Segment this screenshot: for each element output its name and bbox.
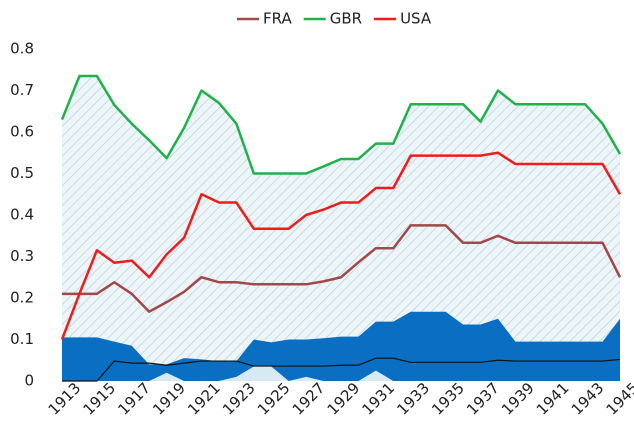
- y-tick-label: 0.6: [10, 123, 34, 141]
- y-tick-label: 0.1: [10, 330, 34, 348]
- x-tick-label: 1935: [428, 379, 468, 419]
- x-tick-label: 1917: [114, 379, 154, 419]
- x-tick-label: 1929: [324, 379, 364, 419]
- x-tick-label: 1933: [393, 379, 433, 419]
- y-tick-label: 0.3: [10, 247, 34, 265]
- series-line: [60, 74, 622, 175]
- y-tick-label: 0.4: [10, 206, 34, 224]
- x-tick-label: 1925: [254, 379, 294, 419]
- y-tick-label: 0.7: [10, 81, 34, 99]
- x-tick-label: 1937: [463, 379, 503, 419]
- x-tick-label: 1931: [358, 379, 398, 419]
- x-tick-label: 1927: [289, 379, 329, 419]
- y-tick-label: 0.8: [10, 40, 34, 58]
- x-tick-label: 1939: [498, 379, 538, 419]
- line: [62, 357, 621, 382]
- legend-label: FRA: [263, 10, 292, 28]
- x-tick-label: 1919: [149, 379, 189, 419]
- x-tick-label: 1913: [45, 379, 85, 419]
- legend-label: USA: [400, 10, 432, 28]
- legend-label: GBR: [330, 10, 362, 28]
- y-tick-label: 0.2: [10, 289, 34, 307]
- x-tick-label: 1945: [603, 379, 634, 419]
- x-tick-label: 1921: [184, 379, 224, 419]
- area: [62, 311, 620, 381]
- x-tick-label: 1941: [533, 379, 573, 419]
- series-line: [62, 224, 622, 313]
- x-tick-label: 1915: [79, 379, 119, 419]
- x-tick-label: 1943: [568, 379, 608, 419]
- y-tick-label: 0.5: [10, 164, 34, 182]
- x-tick-label: 1923: [219, 379, 259, 419]
- y-tick-label: 0: [24, 372, 34, 390]
- series-line: [60, 151, 622, 340]
- hatched-area: [62, 75, 620, 381]
